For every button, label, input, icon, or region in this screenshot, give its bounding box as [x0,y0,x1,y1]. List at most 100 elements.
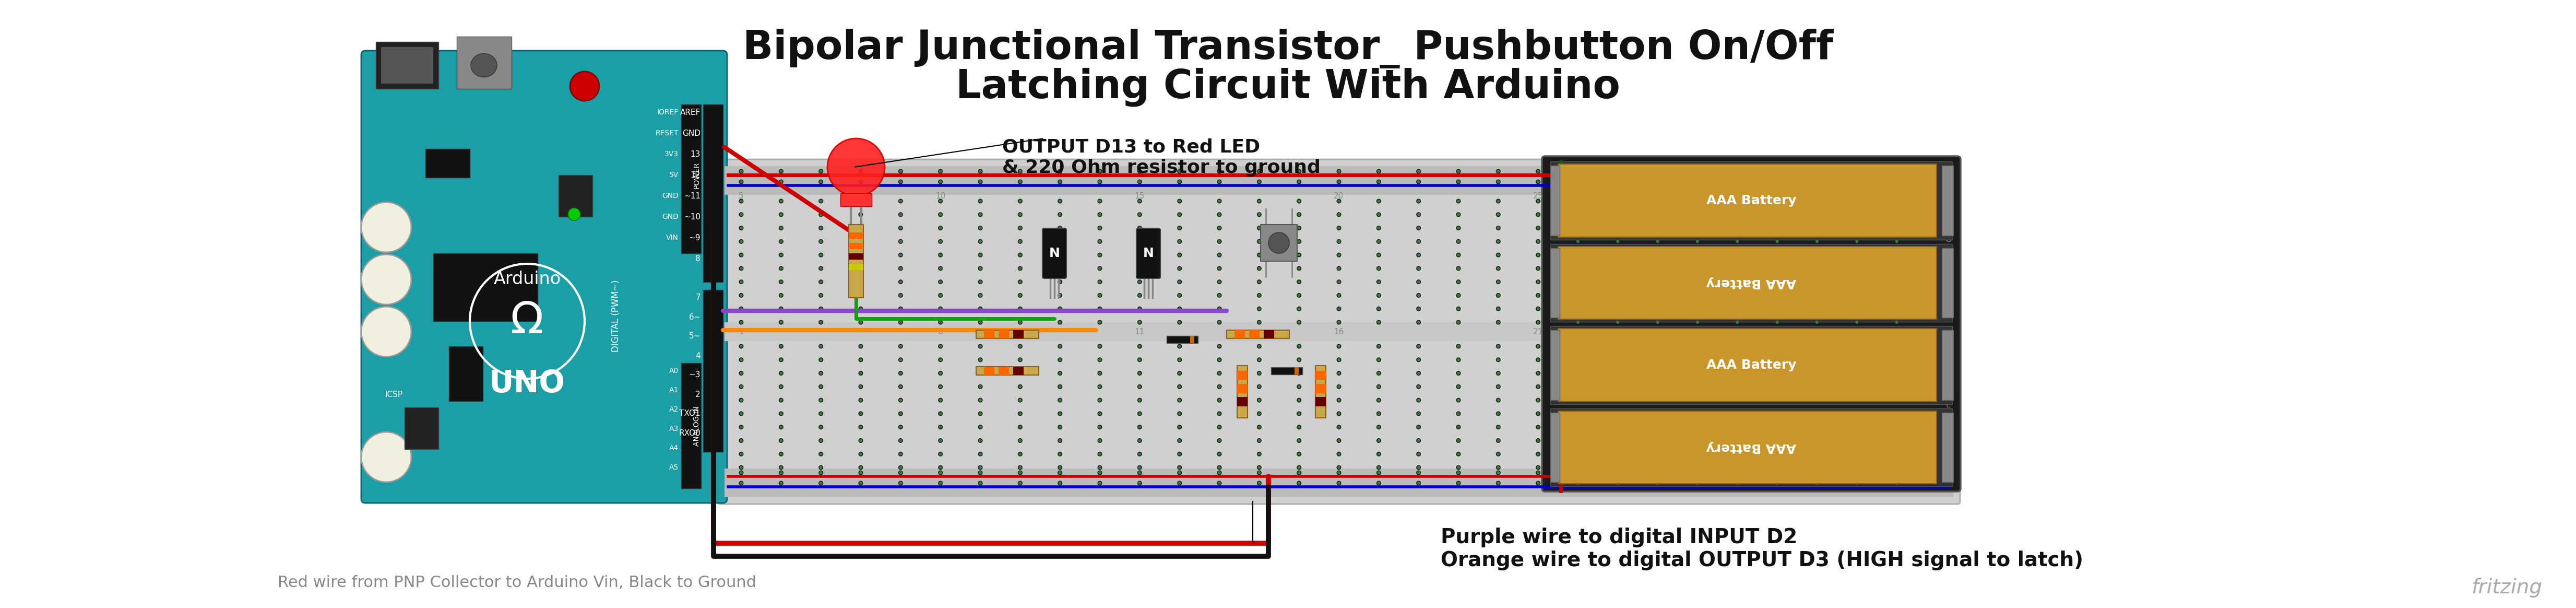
Circle shape [1855,170,1857,173]
Circle shape [1535,320,1540,325]
Circle shape [1378,213,1381,216]
Circle shape [1455,384,1461,389]
Circle shape [778,438,783,443]
Circle shape [979,412,981,415]
Circle shape [1455,199,1461,204]
Circle shape [739,399,742,402]
Circle shape [979,267,981,270]
Circle shape [1855,439,1857,442]
Circle shape [1855,320,1860,325]
Circle shape [1337,226,1340,230]
Circle shape [1656,320,1659,325]
Circle shape [1177,320,1182,325]
Circle shape [778,411,783,416]
Circle shape [899,213,902,216]
Circle shape [1177,240,1180,243]
Circle shape [1337,358,1340,361]
Circle shape [1896,170,1899,173]
Circle shape [1855,226,1860,230]
Circle shape [1376,471,1381,475]
Circle shape [1378,399,1381,402]
Circle shape [819,398,824,402]
Circle shape [1257,212,1262,217]
Circle shape [778,371,783,376]
Circle shape [1497,345,1499,348]
Circle shape [1059,280,1061,283]
Circle shape [819,266,824,271]
Circle shape [1656,344,1659,348]
Bar [1551,165,1558,235]
Circle shape [860,280,863,283]
Circle shape [1298,240,1301,243]
Circle shape [1656,482,1659,485]
Circle shape [1497,481,1502,486]
Circle shape [1376,169,1381,174]
Circle shape [819,426,822,429]
Circle shape [1775,320,1780,324]
Circle shape [819,307,822,311]
Circle shape [1139,358,1141,362]
Circle shape [1577,345,1579,348]
Circle shape [1577,371,1579,375]
Circle shape [1695,280,1700,283]
Circle shape [819,452,824,457]
Circle shape [1218,320,1221,324]
Circle shape [1775,425,1780,429]
Circle shape [819,306,824,311]
Circle shape [1337,280,1340,283]
Text: ~3: ~3 [688,371,701,379]
Circle shape [1458,358,1461,361]
Circle shape [1814,481,1819,486]
Bar [433,254,538,321]
Circle shape [781,254,783,257]
Circle shape [860,385,863,389]
Circle shape [1695,320,1700,324]
Circle shape [1577,411,1579,416]
Circle shape [1177,179,1182,184]
Circle shape [1775,199,1780,204]
Circle shape [1656,169,1659,174]
Circle shape [1615,465,1620,470]
Circle shape [1656,212,1659,217]
Circle shape [1298,412,1301,415]
Circle shape [1615,371,1620,375]
Circle shape [1216,344,1221,348]
Circle shape [819,226,822,230]
Circle shape [1337,179,1342,184]
Circle shape [1177,452,1180,455]
Circle shape [1656,481,1659,486]
Circle shape [1097,320,1103,324]
Circle shape [1417,412,1419,415]
Circle shape [1736,452,1739,457]
Circle shape [1139,371,1141,376]
Circle shape [1218,307,1221,311]
Circle shape [1615,438,1620,443]
Circle shape [739,226,744,230]
Bar [1260,224,1298,261]
Circle shape [1296,169,1301,174]
Circle shape [1497,439,1499,442]
Circle shape [1139,320,1141,325]
Circle shape [819,358,824,362]
Circle shape [1378,180,1381,184]
Circle shape [739,344,744,348]
Circle shape [1337,240,1340,243]
Circle shape [819,399,822,402]
Circle shape [1059,293,1061,298]
Circle shape [1615,452,1620,457]
Bar [1270,367,1303,375]
Circle shape [1695,169,1700,174]
Circle shape [1417,170,1419,173]
Circle shape [778,358,783,362]
Circle shape [1535,199,1540,204]
Circle shape [1577,452,1579,457]
Circle shape [1218,471,1221,474]
Circle shape [1615,199,1620,202]
Circle shape [1775,199,1780,202]
Text: 30: 30 [1731,192,1741,200]
Circle shape [1218,399,1221,402]
Circle shape [1139,306,1141,311]
Circle shape [1018,266,1023,271]
Circle shape [1893,465,1899,470]
Circle shape [739,280,742,283]
